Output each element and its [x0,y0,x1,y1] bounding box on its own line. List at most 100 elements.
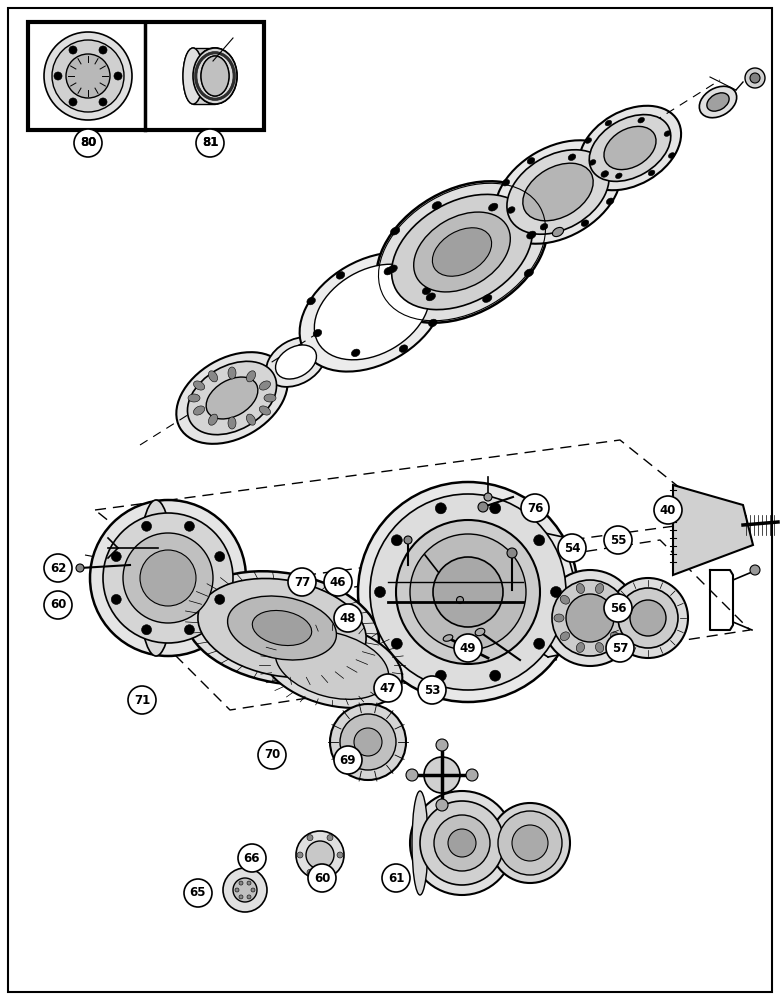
Ellipse shape [475,628,485,636]
Ellipse shape [443,635,453,641]
Text: 48: 48 [340,611,356,624]
Ellipse shape [604,126,656,170]
Ellipse shape [579,106,681,190]
Text: 49: 49 [459,642,477,654]
Ellipse shape [201,56,229,96]
Ellipse shape [581,220,589,226]
Ellipse shape [259,406,271,415]
Ellipse shape [508,207,515,213]
Ellipse shape [140,550,196,606]
Ellipse shape [750,73,760,83]
Ellipse shape [392,638,402,649]
Ellipse shape [410,791,514,895]
Ellipse shape [296,831,344,879]
Ellipse shape [112,552,121,562]
Ellipse shape [215,552,225,562]
Ellipse shape [448,829,476,857]
Ellipse shape [176,352,288,444]
Ellipse shape [52,40,124,112]
Ellipse shape [595,643,604,652]
Ellipse shape [566,594,614,642]
Circle shape [454,634,482,662]
Ellipse shape [246,414,256,425]
Ellipse shape [630,600,666,636]
Ellipse shape [193,48,237,104]
Text: 40: 40 [660,504,676,516]
Ellipse shape [615,173,622,179]
Ellipse shape [327,835,333,841]
Circle shape [324,568,352,596]
Ellipse shape [247,895,251,899]
Ellipse shape [66,54,110,98]
Ellipse shape [138,500,174,656]
Text: 80: 80 [80,136,96,149]
Ellipse shape [112,594,121,604]
Ellipse shape [354,728,382,756]
Text: 60: 60 [50,598,66,611]
Ellipse shape [750,565,760,575]
Ellipse shape [239,881,243,885]
Ellipse shape [183,48,203,104]
Ellipse shape [275,631,388,699]
Ellipse shape [206,377,258,419]
Circle shape [76,131,100,155]
Ellipse shape [266,337,326,387]
Ellipse shape [700,86,736,118]
Ellipse shape [184,521,194,531]
Ellipse shape [601,171,608,177]
Ellipse shape [307,835,313,841]
Ellipse shape [648,170,655,176]
Ellipse shape [54,72,62,80]
Ellipse shape [590,160,596,165]
Ellipse shape [188,394,200,402]
Ellipse shape [201,56,229,96]
Circle shape [288,568,316,596]
Ellipse shape [374,586,385,597]
Ellipse shape [524,269,534,277]
Ellipse shape [377,181,548,323]
Ellipse shape [552,580,628,656]
Ellipse shape [568,154,576,161]
Ellipse shape [434,815,490,871]
Ellipse shape [560,595,569,604]
Circle shape [374,674,402,702]
Ellipse shape [340,714,396,770]
Ellipse shape [527,158,535,164]
Ellipse shape [484,493,492,501]
Ellipse shape [384,267,392,275]
Ellipse shape [297,852,303,858]
Text: 62: 62 [50,562,66,574]
Ellipse shape [141,625,151,635]
Ellipse shape [436,739,448,751]
Ellipse shape [611,595,620,604]
Ellipse shape [552,227,564,237]
Ellipse shape [534,638,544,649]
Ellipse shape [589,115,671,181]
Text: 57: 57 [612,642,628,654]
Ellipse shape [235,888,239,892]
Ellipse shape [410,534,526,650]
Ellipse shape [399,345,408,352]
Ellipse shape [396,520,540,664]
Circle shape [606,634,634,662]
Text: 54: 54 [564,542,580,554]
Ellipse shape [264,394,276,402]
Ellipse shape [99,46,107,54]
Text: 61: 61 [388,871,404,884]
Ellipse shape [90,500,246,656]
Text: 76: 76 [526,502,543,514]
Text: 71: 71 [134,694,150,706]
Ellipse shape [551,586,562,597]
Ellipse shape [358,482,578,702]
Ellipse shape [534,535,544,546]
Ellipse shape [313,329,321,337]
Ellipse shape [576,584,584,593]
Ellipse shape [585,138,591,143]
Ellipse shape [523,163,594,221]
Circle shape [184,879,212,907]
Circle shape [74,129,102,157]
Ellipse shape [246,371,256,382]
Ellipse shape [185,571,379,685]
Ellipse shape [576,643,584,652]
Ellipse shape [99,98,107,106]
